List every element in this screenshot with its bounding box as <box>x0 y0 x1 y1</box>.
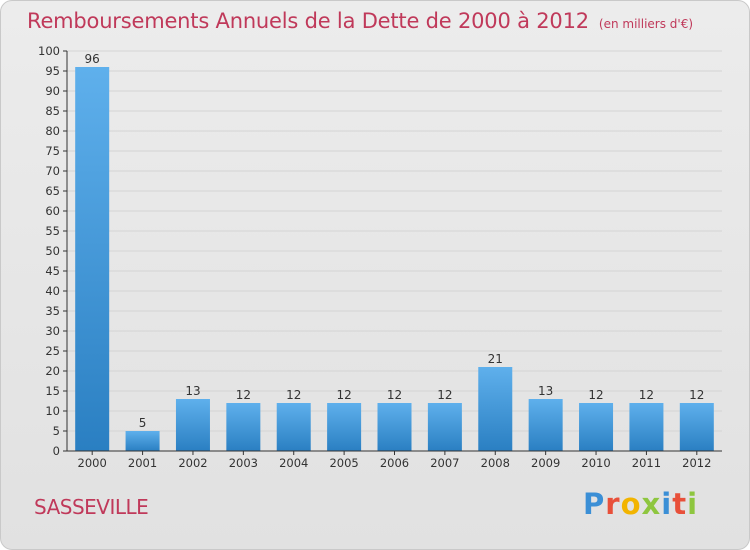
y-tick-label: 45 <box>45 264 60 278</box>
y-tick-label: 15 <box>45 384 60 398</box>
y-tick-label: 95 <box>45 64 60 78</box>
bar <box>226 403 261 451</box>
y-tick-label: 100 <box>38 44 60 58</box>
bar-value-label: 12 <box>437 388 452 402</box>
x-tick-label: 2010 <box>581 456 610 470</box>
bar <box>327 403 362 451</box>
x-tick-label: 2001 <box>128 456 157 470</box>
y-tick-label: 0 <box>53 444 60 458</box>
chart-title-text: Remboursements Annuels de la Dette de 20… <box>27 9 589 33</box>
bar-value-label: 12 <box>639 388 654 402</box>
bar-value-label: 12 <box>336 388 351 402</box>
bar <box>528 399 563 451</box>
logo-letter: t <box>672 487 688 521</box>
y-tick-label: 60 <box>45 204 60 218</box>
x-tick-label: 2012 <box>682 456 711 470</box>
bar <box>377 403 412 451</box>
x-tick-label: 2008 <box>481 456 510 470</box>
x-tick-label: 2000 <box>78 456 107 470</box>
bar <box>75 67 110 451</box>
y-tick-label: 85 <box>45 104 60 118</box>
x-tick-label: 2004 <box>279 456 308 470</box>
bar-value-label: 12 <box>387 388 402 402</box>
bar <box>478 367 513 451</box>
x-tick-label: 2005 <box>329 456 358 470</box>
bar <box>427 403 462 451</box>
y-tick-label: 5 <box>53 424 60 438</box>
bar-value-label: 12 <box>286 388 301 402</box>
x-tick-label: 2006 <box>380 456 409 470</box>
y-tick-label: 75 <box>45 144 60 158</box>
bar-value-label: 13 <box>185 384 200 398</box>
chart-subtitle: (en milliers d'€) <box>598 17 694 31</box>
chart-title: Remboursements Annuels de la Dette de 20… <box>27 9 693 33</box>
bar-value-label: 96 <box>85 52 100 66</box>
bar-value-label: 12 <box>689 388 704 402</box>
bar <box>276 403 311 451</box>
bar <box>679 403 714 451</box>
y-tick-label: 80 <box>45 124 60 138</box>
x-tick-label: 2011 <box>632 456 661 470</box>
bar-value-label: 12 <box>236 388 251 402</box>
bar <box>175 399 210 451</box>
y-tick-label: 20 <box>45 364 60 378</box>
logo-letter: o <box>620 487 642 521</box>
y-tick-label: 55 <box>45 224 60 238</box>
y-tick-label: 50 <box>45 244 60 258</box>
x-tick-label: 2007 <box>430 456 459 470</box>
bar <box>125 431 160 451</box>
y-tick-label: 25 <box>45 344 60 358</box>
logo-letter: i <box>661 487 673 521</box>
bar-value-label: 12 <box>588 388 603 402</box>
bar-value-label: 5 <box>139 416 147 430</box>
x-tick-label: 2009 <box>531 456 560 470</box>
x-tick-label: 2002 <box>178 456 207 470</box>
y-tick-label: 30 <box>45 324 60 338</box>
y-tick-label: 70 <box>45 164 60 178</box>
logo-letter: r <box>605 487 621 521</box>
logo-letter: i <box>687 487 699 521</box>
x-tick-label: 2003 <box>229 456 258 470</box>
y-tick-label: 10 <box>45 404 60 418</box>
logo-letter: x <box>641 487 662 521</box>
bar <box>629 403 664 451</box>
y-tick-label: 65 <box>45 184 60 198</box>
proxiti-logo[interactable]: Proxiti <box>583 487 698 521</box>
logo-letter: P <box>583 487 606 521</box>
bar-value-label: 21 <box>488 352 503 366</box>
bar <box>579 403 614 451</box>
y-tick-label: 40 <box>45 284 60 298</box>
commune-name: SASSEVILLE <box>34 495 149 519</box>
y-tick-label: 90 <box>45 84 60 98</box>
bar-value-label: 13 <box>538 384 553 398</box>
y-tick-label: 35 <box>45 304 60 318</box>
